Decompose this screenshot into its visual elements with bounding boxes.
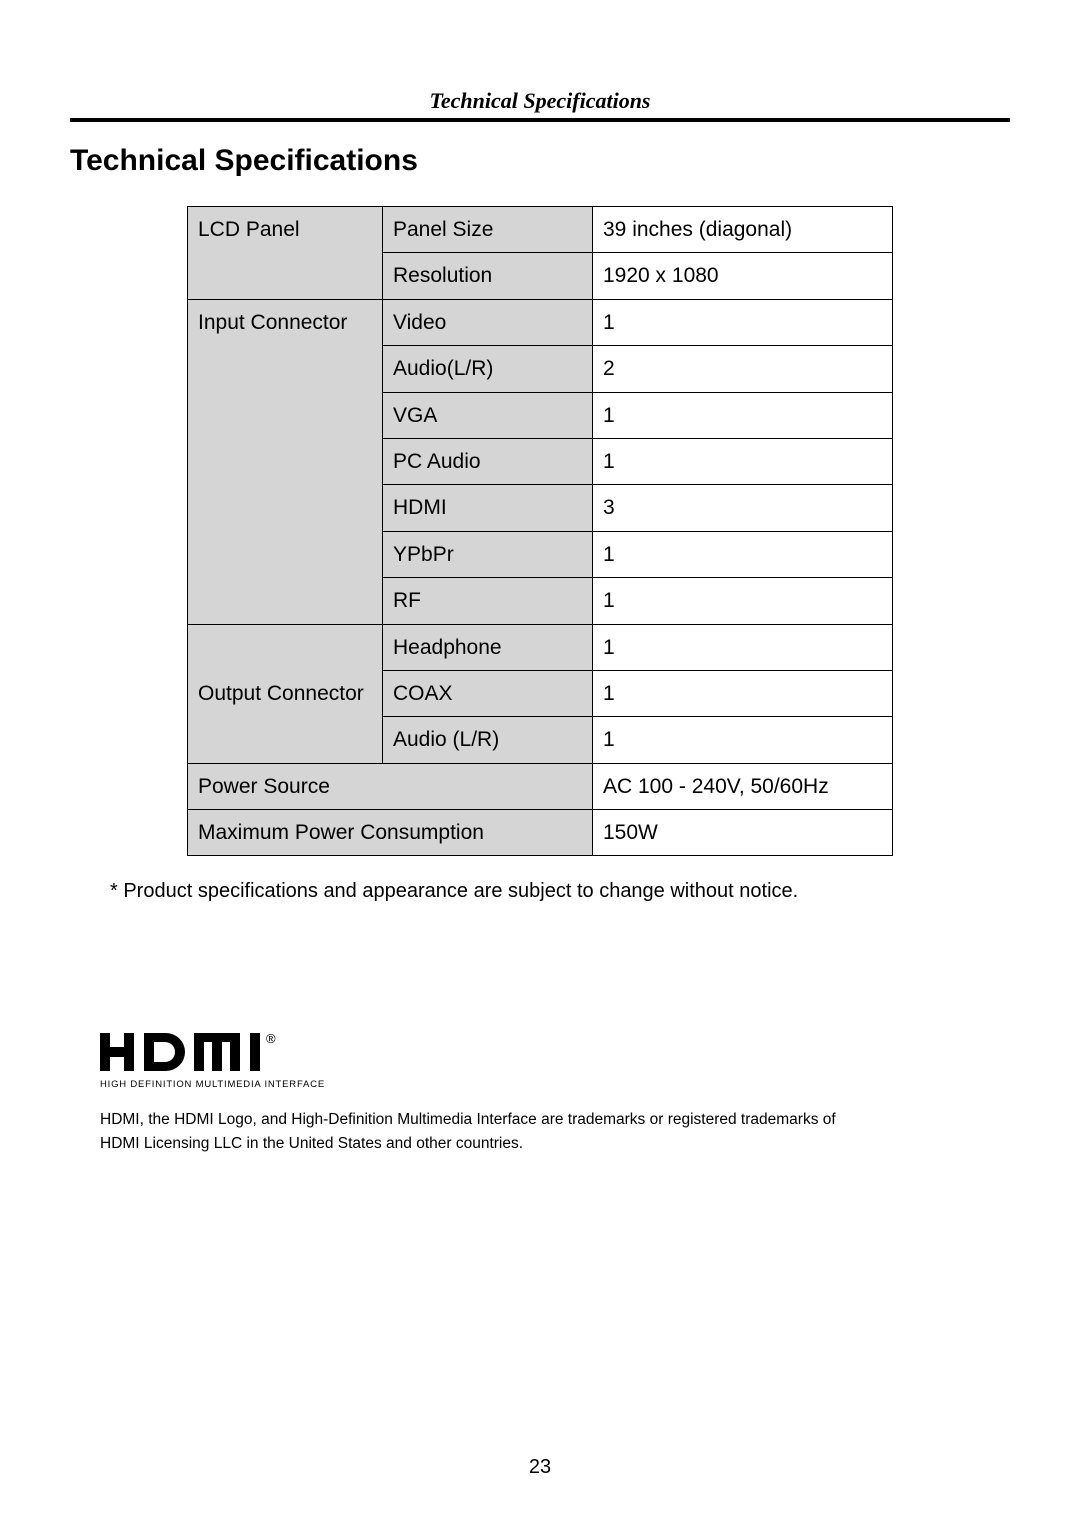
spec-value: 1920 x 1080 xyxy=(593,253,893,299)
spec-param: Audio(L/R) xyxy=(383,346,593,392)
spec-value: 1 xyxy=(593,717,893,763)
page-number: 23 xyxy=(0,1456,1080,1479)
table-row: LCD PanelPanel Size39 inches (diagonal) xyxy=(188,207,893,253)
spec-param: VGA xyxy=(383,392,593,438)
table-row: Maximum Power Consumption150W xyxy=(188,810,893,856)
registered-mark: ® xyxy=(266,1033,276,1046)
spec-value: 1 xyxy=(593,624,893,670)
spec-category: LCD Panel xyxy=(188,207,383,300)
spec-param: Resolution xyxy=(383,253,593,299)
spec-param: Headphone xyxy=(383,624,593,670)
spec-value: 1 xyxy=(593,531,893,577)
trademark-notice: HDMI, the HDMI Logo, and High-Definition… xyxy=(100,1108,860,1156)
page-title: Technical Specifications xyxy=(70,144,1010,178)
hdmi-logo-icon: ® xyxy=(100,1033,310,1075)
hdmi-logo-subtext: HIGH DEFINITION MULTIMEDIA INTERFACE xyxy=(100,1079,1010,1090)
specifications-table: LCD PanelPanel Size39 inches (diagonal)R… xyxy=(187,206,893,856)
spec-value: 39 inches (diagonal) xyxy=(593,207,893,253)
spec-param: Panel Size xyxy=(383,207,593,253)
table-row: Input ConnectorVideo1 xyxy=(188,299,893,345)
spec-param: COAX xyxy=(383,670,593,716)
spec-value: AC 100 - 240V, 50/60Hz xyxy=(593,763,893,809)
spec-value: 1 xyxy=(593,392,893,438)
spec-value: 150W xyxy=(593,810,893,856)
spec-param: HDMI xyxy=(383,485,593,531)
spec-value: 1 xyxy=(593,299,893,345)
spec-param: Audio (L/R) xyxy=(383,717,593,763)
table-row: Output ConnectorHeadphone1 xyxy=(188,624,893,670)
spec-value: 1 xyxy=(593,670,893,716)
spec-param: YPbPr xyxy=(383,531,593,577)
spec-value: 3 xyxy=(593,485,893,531)
table-row: Power SourceAC 100 - 240V, 50/60Hz xyxy=(188,763,893,809)
running-header: Technical Specifications xyxy=(70,88,1010,118)
spec-category: Input Connector xyxy=(188,299,383,624)
spec-value: 2 xyxy=(593,346,893,392)
spec-value: 1 xyxy=(593,438,893,484)
spec-param: PC Audio xyxy=(383,438,593,484)
spec-param: Video xyxy=(383,299,593,345)
hdmi-logo-block: ® HIGH DEFINITION MULTIMEDIA INTERFACE xyxy=(100,1033,1010,1090)
header-rule xyxy=(70,118,1010,122)
spec-param: RF xyxy=(383,578,593,624)
spec-value: 1 xyxy=(593,578,893,624)
spec-category: Output Connector xyxy=(188,624,383,763)
spec-category: Maximum Power Consumption xyxy=(188,810,593,856)
footnote: * Product specifications and appearance … xyxy=(110,880,1010,903)
spec-category: Power Source xyxy=(188,763,593,809)
